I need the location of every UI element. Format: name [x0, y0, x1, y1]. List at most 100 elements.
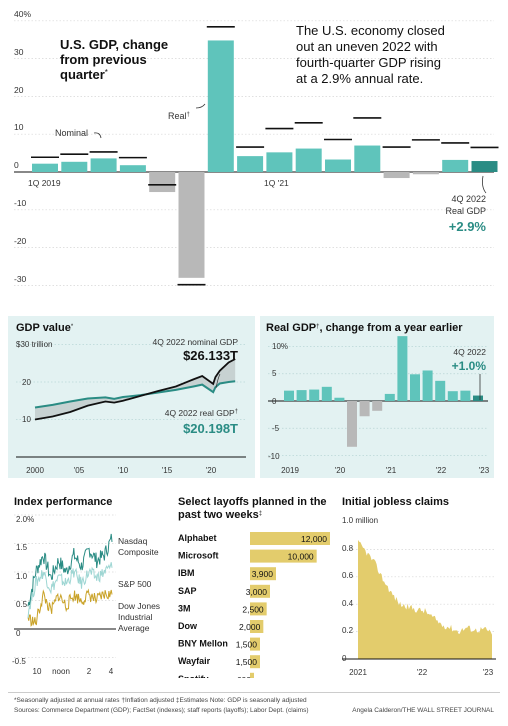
job-xtick-2021: 2021 [349, 668, 367, 677]
real-gdp-bar [383, 172, 410, 179]
yoy-xtick-2019: 2019 [281, 466, 299, 475]
top-xlabel-2019: 1Q 2019 [28, 178, 61, 188]
yoy-bar [473, 395, 483, 401]
job-ytick-0-8: 0.8 [342, 544, 354, 553]
summary-line2: out an uneven 2022 with [296, 39, 438, 54]
yoy-bar [372, 401, 383, 411]
job-ytick-0: 0 [342, 654, 347, 663]
layoff-company-label: Alphabet [178, 533, 217, 543]
yoy-title-mark: † [316, 324, 319, 330]
gdpv-title: GDP value* [16, 322, 74, 334]
real-gdp-bar [266, 152, 293, 172]
yoy-title-rest: , change from a year earlier [319, 322, 463, 334]
top-ytick-neg20: -20 [14, 236, 27, 246]
idx-ytick-1-5: 1.5 [16, 543, 28, 552]
layoff-company-label: IBM [178, 568, 195, 578]
top-ytick-neg10: -10 [14, 198, 27, 208]
idx-label-dow: Dow Jones [118, 601, 160, 611]
real-gdp-bar [32, 163, 58, 172]
idx-dow-line [27, 588, 113, 627]
idx-ytick-1: 1.0 [16, 572, 28, 581]
top-ytick-neg30: -30 [14, 274, 27, 284]
layoff-value-label: 2,000 [239, 622, 261, 632]
layoff-company-label: 3M [178, 603, 191, 613]
real-gdp-bar [237, 156, 264, 172]
top-nominal-ticks [31, 26, 499, 286]
real-gdp-bar [354, 145, 381, 172]
yoy-ytick-10: 10% [272, 342, 288, 351]
layoff-company-label: Dow [178, 621, 198, 631]
layoff-bar [250, 602, 267, 616]
yoy-bar [384, 393, 395, 401]
layoff-value-label: 10,000 [288, 552, 314, 562]
gdpv-real-value: $20.198T [183, 421, 238, 436]
yoy-ytick-0: 0 [272, 397, 277, 406]
idx-title: Index performance [14, 496, 112, 508]
job-xtick-23: '23 [483, 668, 494, 677]
middle-divider [255, 316, 260, 478]
summary-line3: fourth-quarter GDP rising [296, 55, 441, 70]
yoy-xtick-21: '21 [386, 466, 397, 475]
layoff-bar [250, 567, 276, 581]
gdpv-ytick-10: 10 [22, 415, 31, 424]
last-value: +2.9% [449, 219, 487, 234]
gdpv-nominal-label: 4Q 2022 nominal GDP [152, 337, 238, 347]
real-gdp-bar [61, 161, 88, 172]
top-title-line1: U.S. GDP, change [60, 37, 168, 52]
gdpv-ytick-30: $30 trillion [16, 340, 52, 349]
top-title-line3: quarter* [60, 67, 108, 82]
real-gdp-bar [471, 161, 498, 172]
yoy-bar [284, 390, 294, 401]
footer-line1: *Seasonally adjusted at annual rates †In… [14, 697, 307, 704]
jobless-area [358, 539, 492, 659]
yoy-ytick-neg5: -5 [272, 424, 280, 433]
last-label-line2: Real GDP [445, 206, 486, 216]
lay-title-mark: ‡ [259, 511, 262, 517]
yoy-bar [334, 397, 345, 401]
real-gdp-bar [149, 172, 176, 193]
gdpv-real-label-text: 4Q 2022 real GDP [165, 408, 235, 418]
idx-xtick-2: 2 [87, 667, 92, 676]
top-ytick-30: 30 [14, 47, 24, 57]
job-xtick-22: '22 [417, 668, 428, 677]
footer-line2: Sources: Commerce Department (GDP); Fact… [14, 707, 309, 714]
gdpv-ytick-20: 20 [22, 378, 31, 387]
real-gdp-bar [207, 40, 234, 173]
real-gdp-bar [412, 172, 439, 175]
idx-nasdaq-line [27, 533, 113, 607]
job-ytick-0-2: 0.2 [342, 626, 354, 635]
layoff-company-label: Wayfair [178, 656, 211, 666]
gdpv-real-label: 4Q 2022 real GDP† [165, 408, 238, 418]
top-xlabel-2021: 1Q '21 [264, 178, 289, 188]
gdpv-plot [34, 358, 236, 421]
layoff-value-label: 600 [237, 675, 251, 678]
lay-bars: Alphabet 12,000 Microsoft 10,000 IBM 3,900 SAP… [178, 532, 330, 678]
gdpv-grid [16, 344, 246, 458]
top-title-line2: from previous [60, 52, 147, 67]
yoy-bar [422, 370, 433, 401]
layoff-bar [250, 532, 330, 545]
lay-title-line2: past two weeks‡ [178, 509, 262, 521]
footer-credit: Angela Calderon/THE WALL STREET JOURNAL [352, 707, 494, 714]
yoy-bar [309, 389, 320, 401]
yoy-last-value: +1.0% [452, 359, 487, 373]
yoy-bar [447, 391, 458, 401]
layoff-company-label: SAP [178, 586, 197, 596]
gdpv-real-line [34, 380, 236, 409]
job-title: Initial jobless claims [342, 496, 449, 508]
top-bars [32, 40, 498, 278]
top-ytick-0: 0 [14, 160, 19, 170]
gdp-value-chart: GDP value* $30 trillion 20 10 2000 '05 '… [16, 322, 246, 475]
layoff-value-label: 12,000 [301, 534, 327, 544]
lay-title-line2-text: past two weeks [178, 509, 259, 521]
layoff-bar [250, 672, 254, 678]
layoff-company-label: BNY Mellon [178, 639, 228, 649]
yoy-bar [397, 336, 408, 401]
job-ytick-1: 1.0 million [342, 516, 378, 525]
real-label-text: Real [168, 111, 187, 121]
layoff-value-label: 3,900 [252, 569, 274, 579]
yoy-xtick-23: '23 [479, 466, 490, 475]
real-gdp-bar [442, 159, 469, 172]
idx-xtick-10: 10 [33, 667, 42, 676]
real-label: Real† [168, 111, 190, 121]
